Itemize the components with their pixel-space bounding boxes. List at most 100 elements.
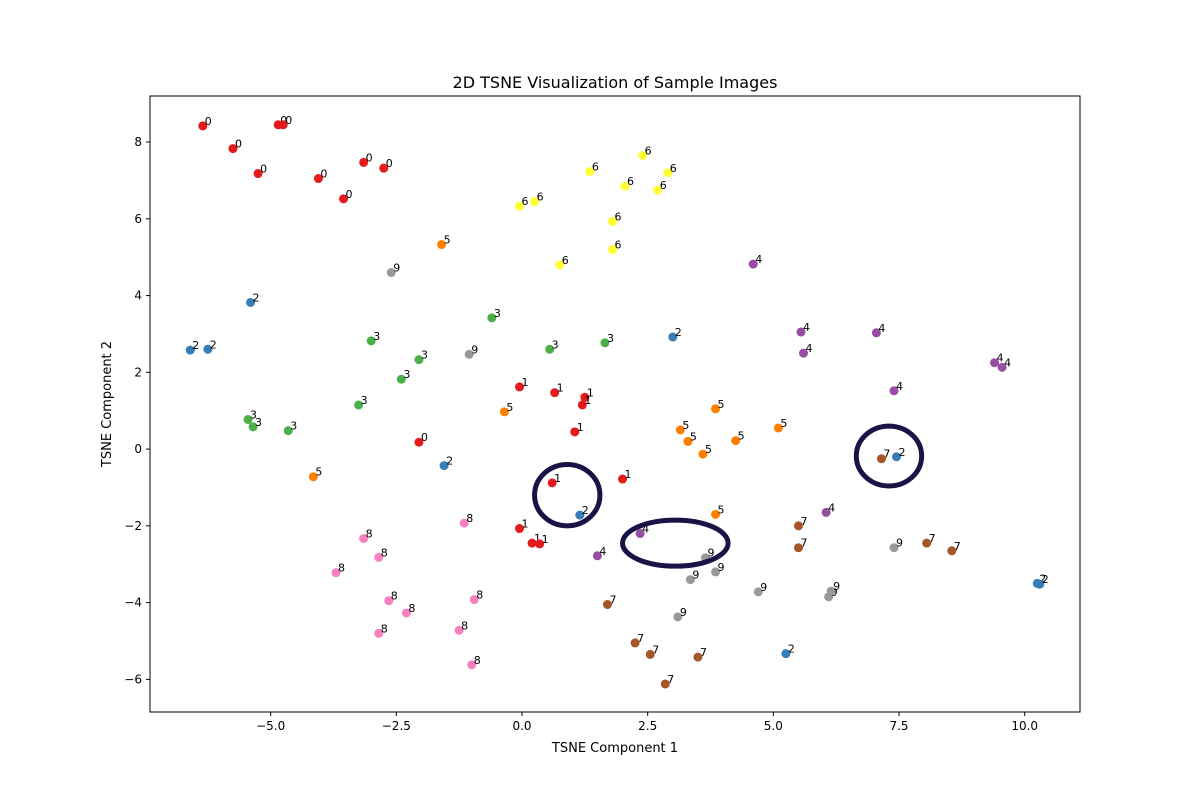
scatter-point	[773, 423, 783, 433]
point-label: 0	[235, 138, 242, 151]
point-label: 1	[521, 376, 528, 389]
point-label: 6	[670, 162, 677, 175]
scatter-point	[203, 344, 213, 354]
point-label: 5	[315, 466, 322, 479]
point-label: 0	[366, 151, 373, 164]
scatter-point	[638, 150, 648, 160]
point-label: 2	[1042, 573, 1049, 586]
scatter-point	[673, 612, 683, 622]
point-label: 3	[552, 338, 559, 351]
point-label: 6	[562, 254, 569, 267]
scatter-point	[550, 388, 560, 398]
scatter-point	[243, 415, 253, 425]
scatter-point	[892, 452, 902, 462]
point-label: 1	[587, 386, 594, 399]
scatter-point	[530, 197, 540, 207]
scatter-point	[889, 386, 899, 396]
highlight-ellipse	[532, 461, 603, 529]
y-tick-label: −2	[124, 519, 142, 533]
scatter-point	[620, 181, 630, 191]
scatter-point	[570, 427, 580, 437]
point-label: 3	[403, 368, 410, 381]
scatter-point	[248, 422, 258, 432]
point-label: 8	[391, 590, 398, 603]
point-label: 7	[883, 448, 890, 461]
scatter-point	[499, 407, 509, 417]
point-label: 0	[320, 168, 327, 181]
point-label: 1	[542, 533, 549, 546]
scatter-point	[396, 374, 406, 384]
scatter-point	[799, 348, 809, 358]
scatter-point	[753, 587, 763, 597]
scatter-point	[308, 472, 318, 482]
point-label: 1	[521, 518, 528, 531]
scatter-point	[467, 660, 477, 670]
point-label: 2	[788, 643, 795, 656]
x-tick-label: −2.5	[382, 719, 411, 733]
scatter-point	[796, 327, 806, 337]
y-tick-label: 4	[134, 289, 142, 303]
point-label: 9	[707, 547, 714, 560]
point-label: 4	[803, 321, 810, 334]
point-label: 7	[929, 532, 936, 545]
point-label: 3	[421, 349, 428, 362]
point-label: 1	[554, 472, 561, 485]
scatter-point	[711, 404, 721, 414]
point-label: 4	[878, 322, 885, 335]
scatter-point	[876, 454, 886, 464]
point-label: 8	[476, 589, 483, 602]
x-tick-label: 0.0	[512, 719, 531, 733]
point-label: 9	[896, 537, 903, 550]
x-tick-label: 5.0	[764, 719, 783, 733]
point-label: 9	[692, 569, 699, 582]
point-label: 9	[760, 581, 767, 594]
y-tick-label: 8	[134, 135, 142, 149]
scatter-point	[645, 649, 655, 659]
scatter-point	[731, 436, 741, 446]
scatter-point	[711, 509, 721, 519]
scatter-point	[781, 649, 791, 659]
point-label: 6	[627, 175, 634, 188]
scatter-point	[278, 120, 288, 130]
point-label: 3	[373, 330, 380, 343]
highlight-ellipse	[853, 423, 925, 489]
scatter-point	[437, 240, 447, 250]
point-label: 5	[718, 398, 725, 411]
point-label: 7	[637, 632, 644, 645]
point-label: 1	[584, 394, 591, 407]
point-label: 5	[444, 234, 451, 247]
point-label: 5	[705, 443, 712, 456]
scatter-point	[366, 336, 376, 346]
x-axis-label: TSNE Component 1	[551, 741, 678, 756]
point-label: 3	[250, 409, 257, 422]
x-tick-label: 2.5	[638, 719, 657, 733]
scatter-point	[354, 400, 364, 410]
scatter-point	[990, 358, 1000, 368]
point-label: 2	[253, 291, 260, 304]
scatter-point	[228, 144, 238, 154]
scatter-point	[922, 538, 932, 548]
scatter-point	[401, 608, 411, 618]
scatter-point	[198, 121, 208, 131]
scatter-point	[653, 185, 663, 195]
point-label: 9	[718, 561, 725, 574]
point-label: 4	[642, 523, 649, 536]
point-label: 8	[381, 546, 388, 559]
scatter-point	[185, 345, 195, 355]
scatter-point	[607, 245, 617, 255]
scatter-point	[414, 355, 424, 365]
scatter-point	[685, 575, 695, 585]
point-label: 4	[997, 352, 1004, 365]
scatter-point	[459, 518, 469, 528]
scatter-point	[660, 679, 670, 689]
point-label: 1	[557, 382, 564, 395]
point-label: 9	[833, 580, 840, 593]
point-label: 2	[446, 455, 453, 468]
point-label: 8	[474, 654, 481, 667]
point-label: 5	[718, 503, 725, 516]
point-label: 5	[682, 419, 689, 432]
point-label: 9	[471, 343, 478, 356]
scatter-point	[545, 344, 555, 354]
point-label: 6	[614, 239, 621, 252]
point-label: 0	[386, 157, 393, 170]
